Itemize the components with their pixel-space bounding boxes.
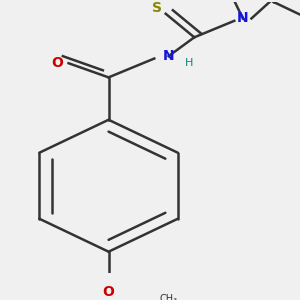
Text: N: N [163,49,174,63]
Text: H: H [184,58,193,68]
Text: CH₃: CH₃ [160,294,178,300]
Text: O: O [103,285,115,299]
Text: N: N [237,11,249,26]
Text: O: O [51,56,63,70]
Text: S: S [152,1,162,15]
